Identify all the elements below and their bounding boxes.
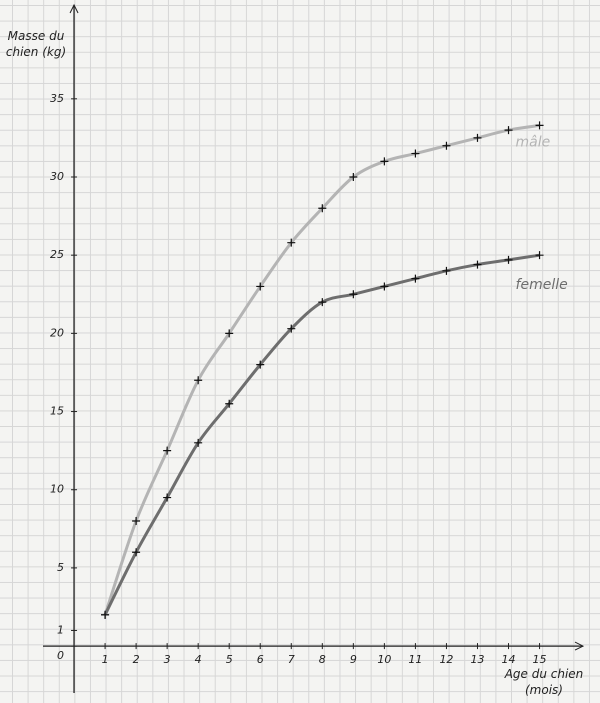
point-marker (380, 282, 389, 291)
x-tick-label: 2 (133, 653, 140, 666)
x-tick-label: 14 (502, 653, 516, 666)
y-tick-label: 0 (57, 649, 64, 662)
y-tick-label: 25 (50, 248, 64, 261)
point-marker (163, 493, 172, 502)
y-tick-label: 5 (57, 561, 64, 574)
x-tick-label: 9 (350, 653, 357, 666)
point-marker (225, 329, 234, 338)
y-tick-label: 15 (50, 405, 64, 418)
point-marker (101, 610, 110, 619)
point-marker (442, 266, 451, 275)
point-marker (349, 290, 358, 299)
point-marker (380, 157, 389, 166)
point-marker (194, 376, 203, 385)
point-marker (256, 282, 265, 291)
point-marker (473, 133, 482, 142)
point-marker (163, 446, 172, 455)
x-axis-arrow (574, 641, 585, 651)
x-tick-label: 11 (408, 653, 422, 666)
y-axis-arrow (69, 3, 79, 14)
point-marker (442, 141, 451, 150)
point-marker (473, 260, 482, 269)
y-tick-label: 30 (50, 170, 64, 183)
point-marker (504, 255, 513, 264)
point-marker (349, 173, 358, 181)
x-tick-label: 1 (102, 653, 109, 666)
point-marker (535, 121, 544, 130)
point-marker (535, 251, 544, 260)
x-tick-label: 6 (257, 653, 264, 666)
x-tick-label: 3 (164, 653, 171, 666)
point-marker (194, 438, 203, 447)
series-line (103, 253, 540, 616)
point-marker (287, 324, 296, 333)
y-tick-label: 35 (50, 92, 64, 105)
x-tick-label: 13 (470, 653, 484, 666)
y-tick-label: 10 (50, 483, 64, 496)
point-marker (256, 360, 265, 369)
series-label: mâle (516, 134, 551, 150)
x-tick-label: 8 (319, 653, 326, 666)
x-tick-label: 15 (533, 653, 547, 666)
chart-title: Masse du chien (kg) (5, 29, 67, 59)
y-tick-label: 20 (50, 326, 64, 339)
point-marker (318, 298, 327, 307)
series-label: femelle (516, 277, 568, 293)
series-line (103, 123, 540, 616)
point-marker (411, 149, 420, 158)
point-marker (225, 399, 234, 408)
point-marker (287, 238, 296, 247)
x-tick-label: 12 (439, 653, 453, 666)
x-tick-label: 4 (195, 653, 202, 666)
x-tick-label: 5 (226, 653, 233, 666)
point-marker (318, 204, 327, 213)
x-axis-label: Age du chien (mois) (504, 667, 584, 697)
point-marker (132, 548, 141, 557)
point-marker (132, 517, 141, 525)
point-marker (504, 126, 513, 135)
point-marker (411, 274, 420, 283)
y-tick-label: 1 (57, 623, 64, 636)
x-tick-label: 7 (288, 653, 295, 666)
x-tick-label: 10 (377, 653, 391, 666)
